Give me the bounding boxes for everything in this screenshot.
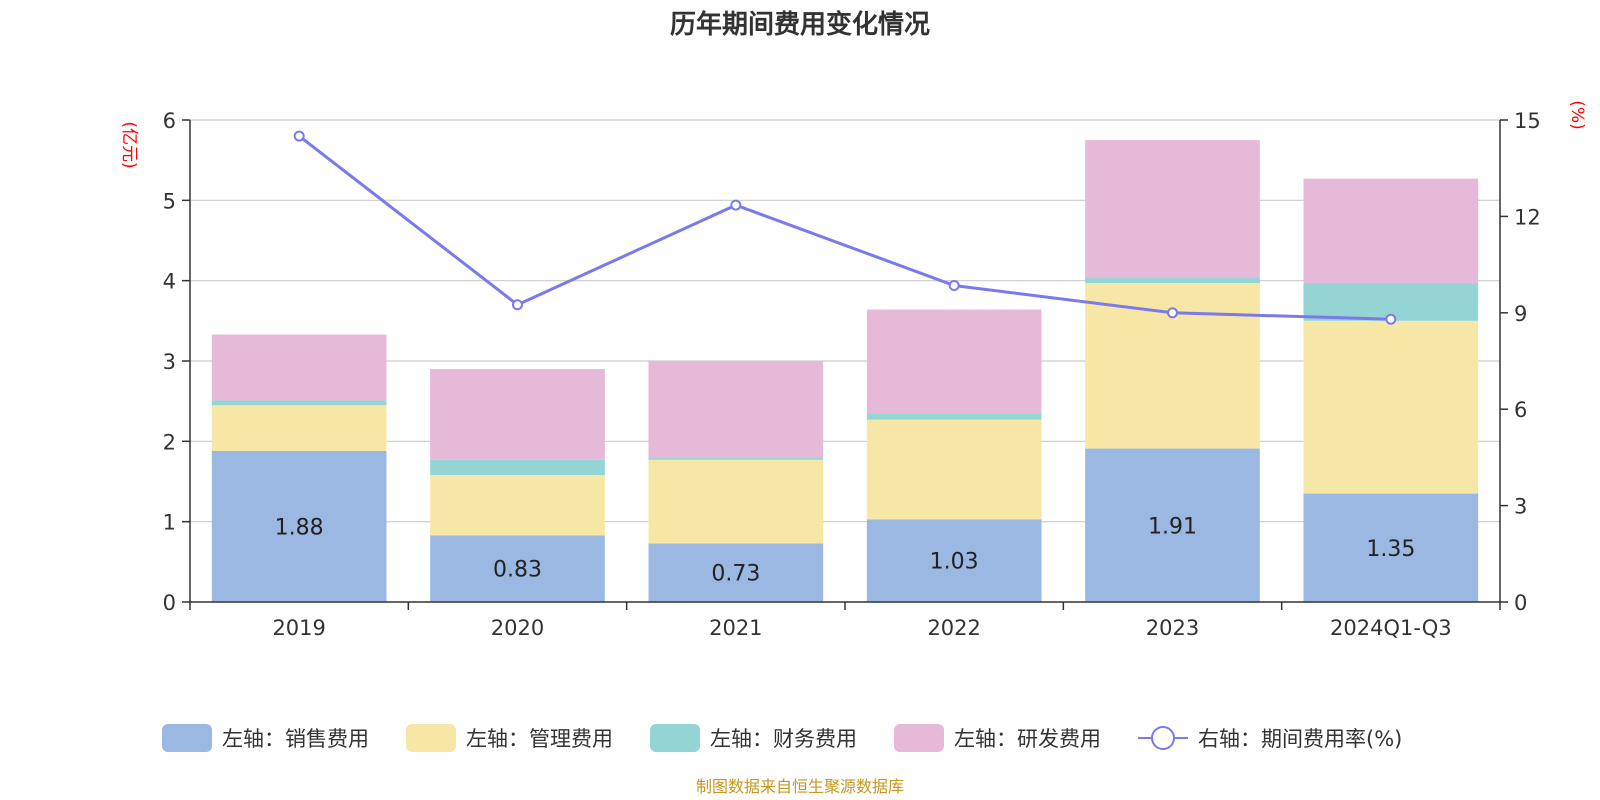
bar-segment xyxy=(430,535,605,602)
legend-item: 左轴：研发费用 xyxy=(894,724,1101,752)
x-axis-tick-label: 2021 xyxy=(709,616,762,640)
legend-color-swatch xyxy=(162,724,212,752)
bar-segment xyxy=(211,405,387,451)
x-axis-tick-label: 2022 xyxy=(927,616,980,640)
left-axis-unit: (亿元) xyxy=(119,121,139,168)
bar-segment xyxy=(430,369,605,460)
expense-rate-line xyxy=(298,134,1391,321)
legend-label: 左轴：管理费用 xyxy=(466,727,613,751)
right-axis-unit: (%) xyxy=(1567,100,1587,129)
left-axis-tick-label: 4 xyxy=(163,270,176,294)
x-axis-tick-label: 2020 xyxy=(491,616,544,640)
x-axis-tick-label: 2024Q1-Q3 xyxy=(1330,616,1452,640)
left-axis-tick-label: 0 xyxy=(163,591,176,615)
legend-color-swatch xyxy=(894,724,944,752)
bar-segment xyxy=(211,450,387,602)
expense-rate-point xyxy=(1167,307,1178,319)
right-axis-tick-label: 15 xyxy=(1514,109,1541,133)
bar-value-label: 0.83 xyxy=(493,558,542,583)
legend-label: 左轴：销售费用 xyxy=(222,727,369,751)
right-axis-tick-label: 9 xyxy=(1514,302,1527,326)
bar-segment xyxy=(866,519,1042,602)
legend-label: 左轴：研发费用 xyxy=(954,727,1101,751)
legend-color-swatch xyxy=(650,724,700,752)
x-axis-tick-label: 2019 xyxy=(272,616,325,640)
bar-value-label: 1.03 xyxy=(930,550,979,575)
bar-segment xyxy=(648,361,824,458)
left-axis-tick-label: 6 xyxy=(163,109,176,133)
bar-segment xyxy=(211,334,387,401)
bar-segment xyxy=(1303,320,1479,494)
bar-segment xyxy=(648,543,824,602)
left-axis-tick-label: 5 xyxy=(163,189,176,213)
bar-segment xyxy=(1085,448,1260,602)
bar-segment xyxy=(866,419,1042,520)
bar-segment xyxy=(866,309,1042,414)
left-axis-tick-label: 1 xyxy=(163,511,176,535)
expense-rate-point xyxy=(1385,313,1397,325)
bar-series xyxy=(211,140,1479,602)
expense-rate-point xyxy=(730,199,742,211)
legend: 左轴：销售费用 左轴：管理费用 左轴：财务费用 左轴：研发费用 右轴：期间费用率(%) xyxy=(162,724,1402,752)
bar-segment xyxy=(1085,277,1260,284)
legend-marker-swatch xyxy=(1151,726,1175,750)
bar-segment xyxy=(211,400,387,406)
bar-segment xyxy=(648,457,824,460)
bar-segment xyxy=(1303,178,1479,284)
expense-rate-point xyxy=(948,279,960,291)
right-axis-tick-label: 12 xyxy=(1514,205,1541,229)
expense-rate-point xyxy=(293,130,305,142)
legend-item: 左轴：财务费用 xyxy=(650,724,857,752)
chart-title: 历年期间费用变化情况 xyxy=(670,9,930,40)
left-axis-tick-label: 2 xyxy=(163,430,176,454)
legend-color-swatch xyxy=(406,724,456,752)
right-axis-tick-label: 3 xyxy=(1514,495,1527,519)
legend-item: 左轴：管理费用 xyxy=(406,724,613,752)
source-note: 制图数据来自恒生聚源数据库 xyxy=(696,777,904,796)
right-axis-tick-label: 0 xyxy=(1514,591,1527,615)
right-axis-tick-label: 6 xyxy=(1514,398,1527,422)
x-axis-tick-label: 2023 xyxy=(1146,616,1199,640)
bar-segment xyxy=(430,475,605,536)
legend-item: 左轴：销售费用 xyxy=(162,724,369,752)
legend-label: 右轴：期间费用率(%) xyxy=(1198,727,1402,751)
data-labels: 1.88 0.83 0.73 1.03 1.91 1.35 xyxy=(275,514,1416,586)
bar-segment xyxy=(866,413,1042,420)
bar-segment xyxy=(430,459,605,476)
legend-label: 左轴：财务费用 xyxy=(710,727,857,751)
grid-lines xyxy=(190,119,1500,523)
legend-item: 右轴：期间费用率(%) xyxy=(1138,726,1402,751)
expense-rate-point xyxy=(512,299,523,311)
bar-value-label: 1.91 xyxy=(1148,514,1197,539)
line-series xyxy=(293,130,1397,325)
bar-value-label: 1.35 xyxy=(1366,537,1415,562)
bar-segment xyxy=(1303,493,1479,602)
left-axis-tick-label: 3 xyxy=(163,350,176,374)
bar-value-label: 0.73 xyxy=(711,562,760,587)
bar-value-label: 1.88 xyxy=(275,515,324,540)
bar-segment xyxy=(648,459,824,544)
bar-segment xyxy=(1085,140,1260,278)
